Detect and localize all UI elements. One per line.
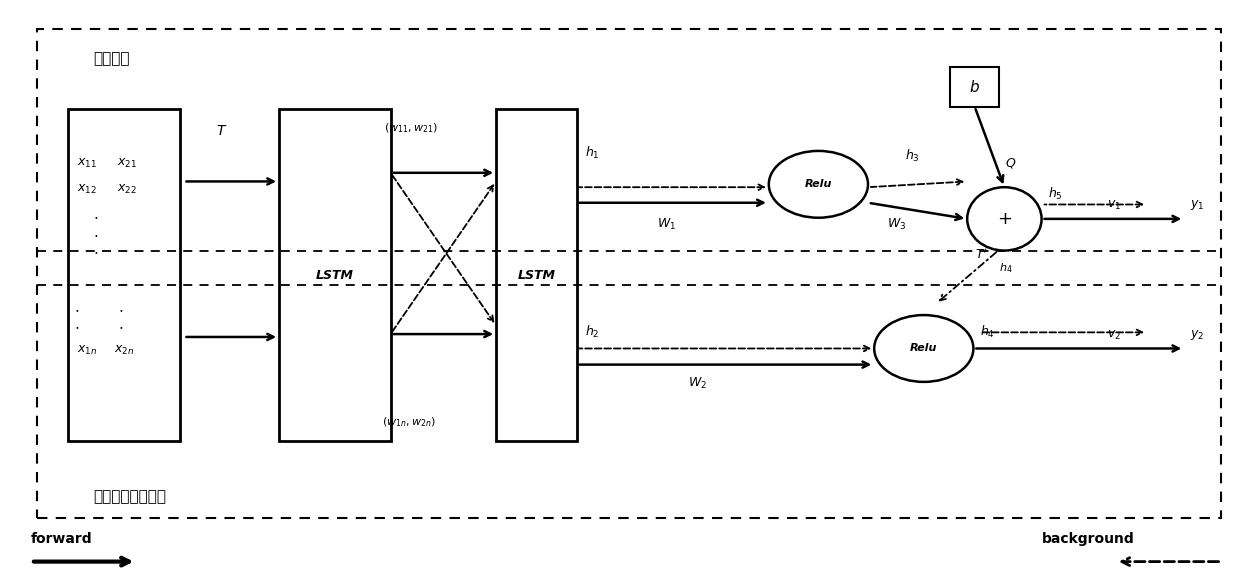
Bar: [37, 29, 1221, 518]
Text: $h_2$: $h_2$: [585, 324, 600, 340]
Text: $y_1$: $y_1$: [1190, 198, 1205, 212]
Text: $\cdot$: $\cdot$: [93, 227, 98, 242]
Text: $\cdot$: $\cdot$: [74, 302, 79, 317]
Text: $h_5$: $h_5$: [1048, 185, 1063, 202]
Ellipse shape: [967, 187, 1042, 251]
Text: $x_{11}$: $x_{11}$: [77, 157, 97, 170]
Bar: [496, 109, 577, 441]
Text: $W_2$: $W_2$: [688, 376, 707, 391]
Text: $h_1$: $h_1$: [585, 145, 600, 161]
Text: $x_{2n}$: $x_{2n}$: [114, 344, 134, 357]
Text: $\cdot$: $\cdot$: [118, 302, 123, 317]
Text: $W_1$: $W_1$: [657, 217, 676, 232]
Text: $\cdot$: $\cdot$: [74, 319, 79, 334]
Text: $x_{21}$: $x_{21}$: [117, 157, 136, 170]
Bar: [279, 109, 391, 441]
Text: $x_{1n}$: $x_{1n}$: [77, 344, 97, 357]
Ellipse shape: [874, 315, 973, 382]
Ellipse shape: [769, 151, 868, 218]
Text: $\cdot$: $\cdot$: [93, 244, 98, 259]
Text: $\cdot$: $\cdot$: [93, 210, 98, 225]
Text: 血压通道: 血压通道: [93, 51, 129, 66]
Text: $y_2$: $y_2$: [1190, 328, 1205, 342]
Text: 关联时序数据通道: 关联时序数据通道: [93, 489, 166, 504]
Text: LSTM: LSTM: [517, 268, 556, 282]
Text: Relu: Relu: [910, 343, 937, 354]
Text: $(w_{11},w_{21})$: $(w_{11},w_{21})$: [384, 122, 439, 135]
Text: $h_4$: $h_4$: [999, 261, 1013, 275]
Text: $x_{12}$: $x_{12}$: [77, 183, 97, 196]
Text: $W_3$: $W_3$: [887, 217, 906, 232]
Text: $\cdot$: $\cdot$: [118, 319, 123, 334]
Text: $(w_{1n},w_{2n})$: $(w_{1n},w_{2n})$: [382, 415, 436, 429]
Text: $x_{22}$: $x_{22}$: [117, 183, 136, 196]
Text: $v_2$: $v_2$: [1107, 328, 1121, 342]
Text: background: background: [1042, 532, 1135, 546]
Text: Relu: Relu: [805, 179, 832, 190]
Text: LSTM: LSTM: [316, 268, 353, 282]
Bar: [68, 109, 180, 441]
Bar: [950, 67, 999, 107]
Text: $Q$: $Q$: [1004, 156, 1017, 170]
Text: $h_3$: $h_3$: [905, 148, 920, 164]
Text: $+$: $+$: [997, 210, 1012, 228]
Text: forward: forward: [31, 532, 93, 546]
Text: $T$: $T$: [216, 124, 227, 138]
Text: $v_1$: $v_1$: [1107, 199, 1121, 212]
Text: $T'$: $T'$: [975, 248, 987, 262]
Text: $b$: $b$: [970, 79, 980, 95]
Text: $h_4$: $h_4$: [980, 324, 994, 340]
